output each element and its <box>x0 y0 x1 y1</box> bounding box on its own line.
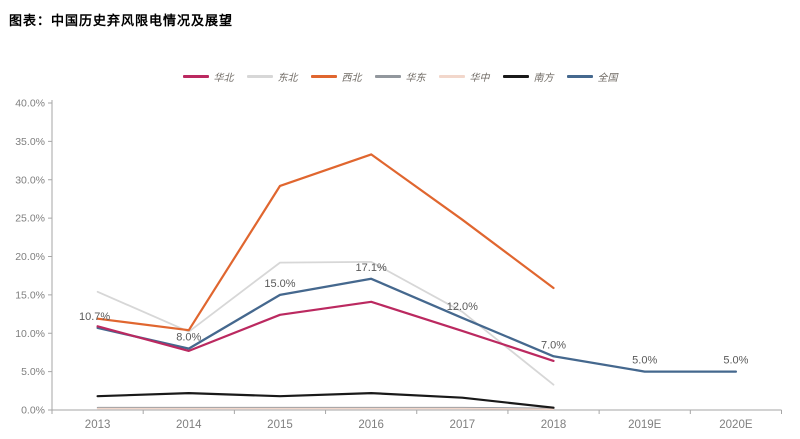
data-label: 15.0% <box>264 278 295 290</box>
legend-item: 华北 <box>182 69 234 84</box>
legend: 华北 东北 西北 华东 华中 南方 全国 <box>0 69 800 84</box>
legend-item: 东北 <box>246 69 298 84</box>
legend-item: 华东 <box>374 69 426 84</box>
series-line-西北 <box>96 153 555 332</box>
legend-item: 全国 <box>566 69 618 84</box>
legend-label: 华北 <box>213 73 234 84</box>
legend-swatch-line <box>566 75 593 78</box>
x-tick-label: 2015 <box>267 419 293 431</box>
data-label: 10.7% <box>79 311 110 323</box>
y-tick-label: 30.0% <box>15 174 45 186</box>
series-line-全国 <box>96 277 738 373</box>
data-label: 5.0% <box>723 355 748 367</box>
legend-item: 西北 <box>310 69 362 84</box>
x-tick-label: 2017 <box>450 419 476 431</box>
legend-swatch-line <box>310 75 337 78</box>
y-tick-label: 15.0% <box>15 289 45 301</box>
y-tick-label: 20.0% <box>15 251 45 263</box>
legend-swatch-line <box>182 75 209 78</box>
legend-swatch-line <box>246 75 273 78</box>
axes <box>48 100 782 414</box>
series-line-华北 <box>96 300 555 362</box>
legend-label: 西北 <box>341 73 362 84</box>
y-tick-label: 0.0% <box>21 405 45 417</box>
legend-label: 华东 <box>405 73 426 84</box>
legend-label: 全国 <box>597 73 618 84</box>
x-tick-label: 2016 <box>358 419 384 431</box>
legend-swatch-line <box>502 75 529 78</box>
series-line-南方 <box>96 392 555 409</box>
legend-label: 南方 <box>533 73 554 84</box>
legend-swatch-line <box>374 75 401 78</box>
series-line-华东 <box>96 406 555 410</box>
x-tick-label: 2014 <box>176 419 202 431</box>
legend-label: 东北 <box>277 73 298 84</box>
x-tick-label: 2013 <box>85 419 111 431</box>
data-label: 8.0% <box>176 332 201 344</box>
series-line-华中 <box>96 407 555 410</box>
data-label: 5.0% <box>632 355 657 367</box>
x-tick-label: 2018 <box>541 419 567 431</box>
y-tick-label: 40.0% <box>15 98 45 110</box>
chart-title: 图表：中国历史弃风限电情况及展望 <box>9 13 234 28</box>
legend-label: 华中 <box>469 73 490 84</box>
series-line-东北 <box>96 260 555 386</box>
data-label: 12.0% <box>447 301 478 313</box>
y-tick-label: 35.0% <box>15 136 45 148</box>
y-tick-label: 10.0% <box>15 328 45 340</box>
legend-item: 华中 <box>438 69 490 84</box>
legend-swatch-line <box>438 75 465 78</box>
legend-item: 南方 <box>502 69 554 84</box>
y-tick-label: 25.0% <box>15 213 45 225</box>
x-tick-label: 2020E <box>719 419 753 431</box>
y-tick-label: 5.0% <box>21 366 45 378</box>
data-label: 17.1% <box>356 262 387 274</box>
x-tick-label: 2019E <box>628 419 662 431</box>
data-label: 7.0% <box>541 339 566 351</box>
